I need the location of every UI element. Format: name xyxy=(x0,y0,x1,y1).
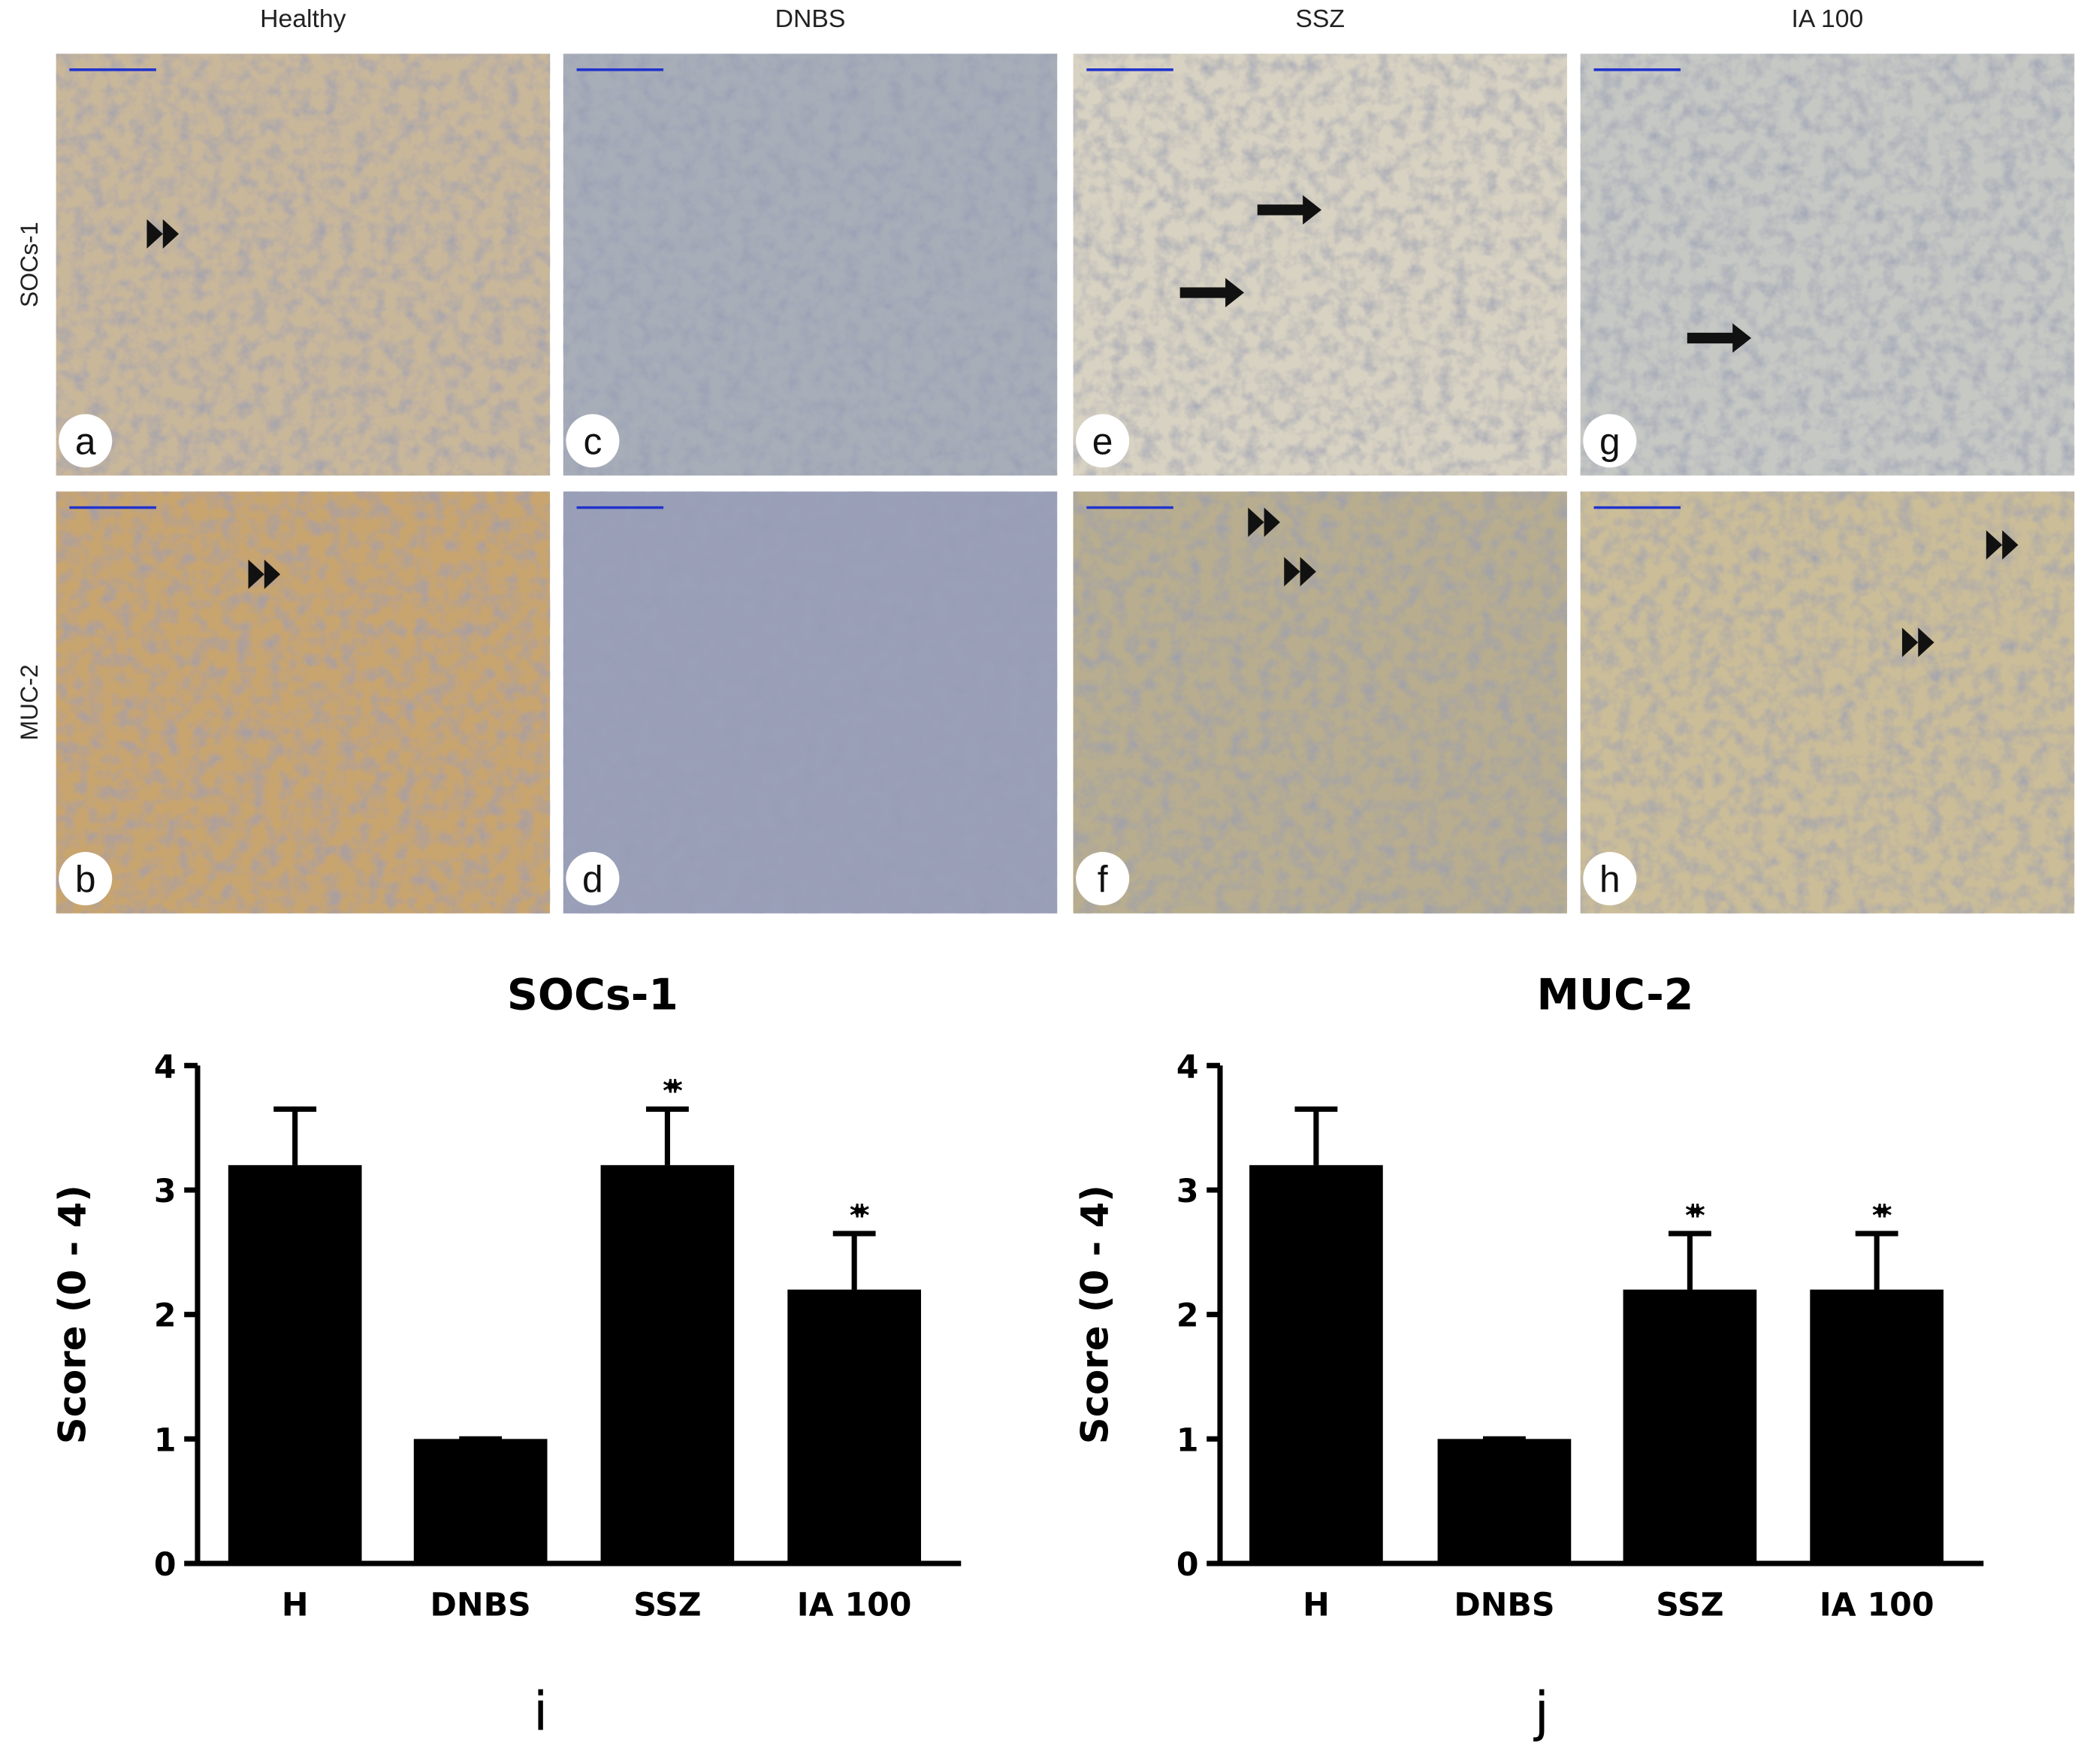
arrow xyxy=(1257,195,1322,225)
significance-label: ** xyxy=(1872,1199,1892,1233)
y-axis-label: Score (0 - 4) xyxy=(51,1185,95,1444)
panel-letter-badge xyxy=(566,852,620,906)
row-label: SOCs-1 xyxy=(16,222,43,307)
y-tick-label: 1 xyxy=(1176,1421,1199,1459)
error-bar xyxy=(645,1106,689,1165)
micrograph xyxy=(563,53,1058,476)
y-tick-label: 2 xyxy=(154,1297,177,1335)
x-tick-label: IA 100 xyxy=(797,1586,912,1624)
micrograph xyxy=(56,491,551,914)
column-label: DNBS xyxy=(775,5,846,33)
panel-letter: h xyxy=(1599,858,1620,900)
error-bar xyxy=(1294,1106,1338,1165)
arrowhead xyxy=(1284,557,1316,587)
row-label: MUC-2 xyxy=(16,664,43,740)
y-tick-label: 4 xyxy=(154,1048,177,1086)
error-bar xyxy=(832,1231,876,1290)
chart-title: SOCs-1 xyxy=(507,971,678,1020)
error-bar xyxy=(273,1106,317,1165)
bar xyxy=(413,1439,548,1564)
micrograph xyxy=(1073,53,1567,476)
micrographs: Healthy a b DNBS c d SSZ e f IA 100 g h SOCs-1 MUC-2 xyxy=(16,5,2075,914)
panel-letter: d xyxy=(582,858,603,900)
column-label: IA 100 xyxy=(1792,5,1864,33)
y-tick-label: 3 xyxy=(1176,1173,1199,1210)
significance-label: ** xyxy=(663,1075,682,1109)
y-axis-label: Score (0 - 4) xyxy=(1074,1185,1117,1444)
error-bar xyxy=(1855,1231,1898,1290)
panel-label: j xyxy=(1533,1681,1549,1743)
panel-letter: g xyxy=(1599,421,1620,463)
charts: H DNBS SSZ IA 100 ** ** 0 1 2 3 4 SOCs-1 Score (0 - … xyxy=(51,971,1984,1743)
panel-letter-badge xyxy=(1076,414,1130,468)
y-tick-label: 0 xyxy=(1176,1546,1199,1584)
panel-letter-badge xyxy=(1076,852,1130,906)
arrow xyxy=(1179,278,1244,308)
bar xyxy=(600,1164,735,1564)
panel-letter: f xyxy=(1098,858,1108,900)
y-tick-label: 4 xyxy=(1176,1048,1199,1086)
arrowhead xyxy=(1986,530,2019,560)
bar xyxy=(1623,1289,1757,1564)
panel-label: i xyxy=(533,1681,548,1743)
panel-letter-badge xyxy=(1583,414,1637,468)
bar xyxy=(1437,1439,1572,1564)
arrowhead xyxy=(1901,627,1934,657)
x-tick-label: DNBS xyxy=(1454,1586,1554,1624)
column-label: Healthy xyxy=(260,5,346,33)
chart-title: MUC-2 xyxy=(1536,971,1693,1020)
y-tick-label: 3 xyxy=(154,1173,177,1210)
micrograph xyxy=(56,53,551,476)
panel-letter-badge xyxy=(59,852,113,906)
panel-letter: c xyxy=(583,421,602,463)
micrograph xyxy=(1580,53,2075,476)
panel-letter: e xyxy=(1092,421,1113,463)
bar xyxy=(228,1164,362,1564)
column-label: SSZ xyxy=(1295,5,1345,33)
x-tick-label: IA 100 xyxy=(1820,1586,1934,1624)
panel-letter: a xyxy=(75,421,96,463)
significance-label: ** xyxy=(850,1199,869,1233)
micrograph xyxy=(1580,491,2075,914)
micrograph xyxy=(563,491,1058,914)
arrow xyxy=(1687,323,1752,353)
panel-letter: b xyxy=(75,858,96,900)
error-bar xyxy=(1668,1231,1711,1290)
panel-letter-badge xyxy=(1583,852,1637,906)
x-tick-label: H xyxy=(282,1586,309,1624)
bar xyxy=(1249,1164,1383,1564)
x-tick-label: SSZ xyxy=(633,1586,701,1624)
x-tick-label: H xyxy=(1303,1586,1330,1624)
micrograph xyxy=(1073,491,1567,914)
significance-label: ** xyxy=(1685,1199,1705,1233)
y-tick-label: 2 xyxy=(1176,1297,1199,1335)
arrowhead xyxy=(248,559,281,589)
x-tick-label: DNBS xyxy=(430,1586,531,1624)
y-tick-label: 0 xyxy=(154,1546,177,1584)
bar xyxy=(787,1289,921,1564)
x-tick-label: SSZ xyxy=(1656,1586,1723,1624)
panel-letter-badge xyxy=(566,414,620,468)
y-tick-label: 1 xyxy=(154,1421,177,1459)
panel-letter-badge xyxy=(59,414,113,468)
bar xyxy=(1810,1289,1944,1564)
